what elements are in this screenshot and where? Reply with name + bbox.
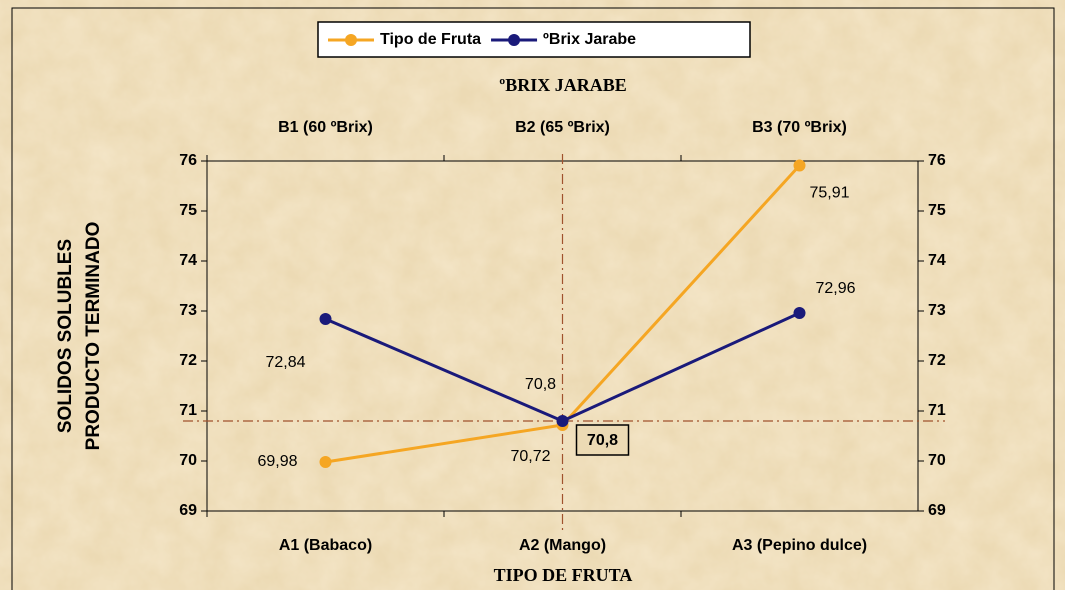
y2-tick-label: 72 [928, 352, 946, 369]
legend-marker [345, 34, 357, 46]
y2-tick-label: 74 [928, 252, 946, 269]
x2-tick-label: B1 (60 ºBrix) [278, 119, 373, 136]
x2-tick-label: B3 (70 ºBrix) [752, 119, 847, 136]
x-tick-label: A3 (Pepino dulce) [732, 537, 867, 554]
x2-tick-label: B2 (65 ºBrix) [515, 119, 610, 136]
y2-tick-label: 73 [928, 302, 946, 319]
y-tick-label: 76 [179, 152, 197, 169]
data-label: 72,84 [265, 354, 305, 371]
reference-label-box [575, 424, 630, 456]
legend-label: Tipo de Fruta [380, 31, 481, 48]
data-point [319, 456, 332, 468]
data-label: 72,96 [815, 280, 855, 297]
y2-tick-label: 76 [928, 152, 946, 169]
reference-label: 70,8 [587, 432, 618, 449]
data-point [319, 313, 332, 325]
y-tick-label: 72 [179, 352, 197, 369]
x-tick-label: A2 (Mango) [519, 537, 606, 554]
data-point [556, 415, 569, 427]
y2-tick-label: 69 [928, 502, 946, 519]
legend-marker [508, 34, 521, 46]
data-label: 70,8 [525, 376, 556, 393]
x-axis-title: TIPO DE FRUTA [494, 565, 633, 585]
y2-tick-label: 70 [928, 452, 946, 469]
data-point [793, 307, 806, 319]
data-label: 69,98 [257, 453, 297, 470]
y2-tick-label: 71 [928, 402, 946, 419]
top-axis-title: ºBRIX JARABE [499, 75, 626, 95]
data-label: 70,72 [510, 448, 550, 465]
y-tick-label: 74 [179, 252, 197, 269]
y-axis-title: SOLIDOS SOLUBLES PRODUCTO TERMINADO [55, 222, 104, 451]
y-tick-label: 69 [179, 502, 197, 519]
y-axis-title-line: PRODUCTO TERMINADO [83, 222, 104, 451]
y2-tick-label: 75 [928, 202, 946, 219]
y-tick-label: 75 [179, 202, 197, 219]
y-tick-label: 71 [179, 402, 197, 419]
y-tick-label: 70 [179, 452, 197, 469]
y-axis-title-line: SOLIDOS SOLUBLES [55, 239, 76, 433]
legend-label: ºBrix Jarabe [543, 31, 636, 48]
x-tick-label: A1 (Babaco) [279, 537, 372, 554]
y-tick-label: 73 [179, 302, 197, 319]
data-point [793, 159, 806, 172]
frame [11, 7, 1055, 595]
data-label: 75,91 [809, 185, 849, 202]
